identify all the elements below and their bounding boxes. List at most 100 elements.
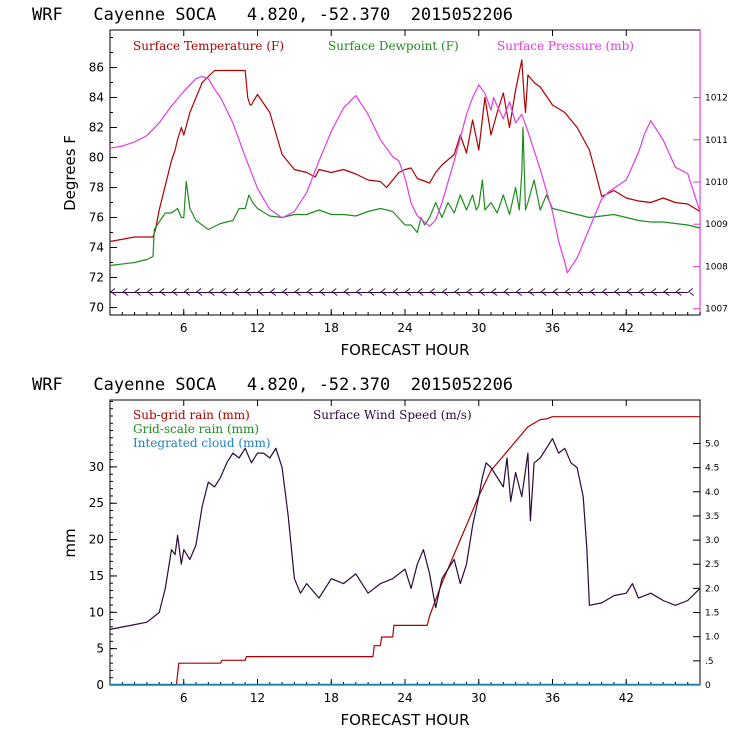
wind-barb-flag bbox=[406, 292, 412, 296]
wind-barb-flag bbox=[431, 292, 436, 296]
bottom-y-tick-label: 5 bbox=[96, 642, 104, 656]
top-x-tick-label: 36 bbox=[545, 321, 560, 335]
wind-barb bbox=[441, 288, 448, 293]
wind-barb bbox=[232, 288, 239, 293]
top-x-tick-label: 18 bbox=[324, 321, 339, 335]
wind-barb-flag bbox=[394, 292, 400, 296]
wind-barb-flag bbox=[418, 292, 424, 296]
wind-barb-flag bbox=[603, 292, 608, 296]
bottom-y2-tick-label: 4.0 bbox=[705, 488, 720, 498]
top-x-tick-label: 42 bbox=[619, 321, 634, 335]
wind-barb bbox=[613, 288, 620, 293]
bottom-x-tick-label: 12 bbox=[250, 691, 265, 705]
wind-barb-flag bbox=[541, 292, 547, 296]
bottom-y-tick-label: 10 bbox=[89, 605, 104, 619]
wind-barb bbox=[195, 288, 202, 293]
bottom-x-tick-label: 36 bbox=[545, 691, 560, 705]
wind-barb bbox=[638, 288, 644, 293]
wind-barb bbox=[527, 288, 534, 293]
legend-pressure: Surface Pressure (mb) bbox=[497, 39, 634, 53]
wind-barb bbox=[589, 288, 595, 293]
wind-barb bbox=[294, 288, 300, 293]
wind-barb-flag bbox=[640, 292, 645, 296]
top-y-axis-label: Degrees F bbox=[61, 135, 79, 211]
top-y-tick-label: 70 bbox=[89, 301, 104, 315]
wind-barb-flag bbox=[222, 292, 227, 296]
top-y-tick-label: 82 bbox=[89, 121, 104, 135]
wind-barb bbox=[601, 288, 607, 293]
wind-barb-flag bbox=[308, 292, 313, 296]
wind-barb bbox=[662, 288, 669, 293]
wind-barb-flag bbox=[271, 292, 277, 296]
series-line-surface-wind-speed-m-s bbox=[109, 438, 701, 630]
wind-barb-flag bbox=[345, 292, 350, 296]
wind-barb bbox=[576, 288, 583, 293]
wind-barb bbox=[183, 288, 190, 293]
bottom-y-tick-label: 30 bbox=[89, 460, 104, 474]
wind-barb bbox=[478, 288, 485, 293]
wind-barb-flag bbox=[591, 292, 596, 296]
wind-barb bbox=[380, 288, 386, 293]
bottom-y2-tick-label: 2.5 bbox=[705, 560, 719, 570]
wind-barb-flag bbox=[566, 292, 572, 296]
top-x-tick-label: 30 bbox=[471, 321, 486, 335]
top-y-tick-label: 86 bbox=[89, 61, 104, 75]
wind-barb bbox=[367, 288, 374, 293]
wind-barb-flag bbox=[554, 292, 559, 296]
wind-barb bbox=[158, 288, 165, 293]
wind-barb bbox=[416, 288, 423, 293]
top-y2-tick-label: 1011 bbox=[705, 136, 728, 146]
legend-wind-speed: Surface Wind Speed (m/s) bbox=[313, 408, 472, 422]
bottom-series-lines bbox=[109, 416, 701, 686]
top-x-tick-label: 12 bbox=[250, 321, 265, 335]
wind-barb-flag bbox=[173, 292, 178, 296]
wind-barb bbox=[515, 288, 521, 293]
wind-barb-flag bbox=[492, 292, 498, 296]
wind-barb bbox=[552, 288, 558, 293]
legend-gridscale-rain: Grid-scale rain (mm) bbox=[133, 422, 259, 436]
bottom-y2-tick-label: 3.0 bbox=[705, 536, 720, 546]
wind-barb-flag bbox=[234, 292, 240, 296]
wind-barb-flag bbox=[505, 292, 510, 296]
wind-barb bbox=[306, 288, 312, 293]
wind-barb bbox=[318, 288, 325, 293]
wind-barb-flag bbox=[578, 292, 584, 296]
wind-barb-flag bbox=[332, 292, 338, 296]
wind-barb-flag bbox=[185, 292, 191, 296]
wind-barb bbox=[650, 288, 657, 293]
wind-barb-flag bbox=[455, 292, 461, 296]
wind-barb-flag bbox=[148, 292, 154, 296]
top-y-tick-label: 72 bbox=[89, 271, 104, 285]
wind-barb bbox=[355, 288, 362, 293]
wind-barb-flag bbox=[197, 292, 203, 296]
top-axis-ticks: 6 12 18 24 30 36 42 70 72 74 76 78 80 82 84 86 1007 1008 1… bbox=[89, 30, 728, 335]
wind-barb bbox=[171, 288, 177, 293]
wind-barb bbox=[490, 288, 497, 293]
bottom-x-tick-label: 30 bbox=[471, 691, 486, 705]
bottom-x-tick-label: 42 bbox=[619, 691, 634, 705]
bottom-y-tick-label: 20 bbox=[89, 533, 104, 547]
bottom-y2-tick-label: 3.5 bbox=[705, 512, 719, 522]
wind-barb bbox=[429, 288, 435, 293]
top-x-axis-label: FORECAST HOUR bbox=[340, 341, 469, 359]
rain-wind-chart: WRF Cayenne SOCA 4.820, -52.370 20150522… bbox=[32, 375, 720, 729]
wind-barb bbox=[343, 288, 349, 293]
series-line-sub-grid-rain-mm bbox=[110, 416, 700, 686]
legend-integrated-cloud: Integrated cloud (mm) bbox=[133, 436, 271, 450]
legend-dewpoint: Surface Dewpoint (F) bbox=[328, 39, 459, 53]
top-y-tick-label: 84 bbox=[89, 91, 104, 105]
bottom-y-tick-label: 15 bbox=[89, 569, 104, 583]
bottom-y2-tick-label: .5 bbox=[705, 657, 714, 667]
wind-barb bbox=[503, 288, 509, 293]
wind-barb bbox=[539, 288, 546, 293]
series-line-surface-temperature-f bbox=[109, 59, 701, 243]
wind-barb-flag bbox=[369, 292, 375, 296]
top-y-tick-label: 76 bbox=[89, 211, 104, 225]
wind-barb bbox=[134, 288, 140, 293]
wind-barb-flag bbox=[320, 292, 326, 296]
wind-barb bbox=[281, 288, 288, 293]
wind-barb-flag bbox=[210, 292, 215, 296]
wind-barb bbox=[453, 288, 460, 293]
wind-barb-flag bbox=[443, 292, 449, 296]
